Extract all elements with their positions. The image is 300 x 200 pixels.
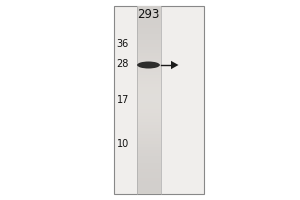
Text: 17: 17 [117, 95, 129, 105]
Bar [136, 9, 160, 12]
Bar [136, 100, 160, 103]
Bar [136, 65, 160, 69]
Bar [136, 84, 160, 87]
Bar [136, 131, 160, 134]
Bar [136, 153, 160, 156]
Text: 36: 36 [117, 39, 129, 49]
Bar [136, 49, 160, 53]
Bar [136, 6, 160, 9]
Bar [136, 34, 160, 37]
Bar [136, 162, 160, 166]
Bar [136, 112, 160, 116]
Bar [136, 178, 160, 181]
Bar [136, 15, 160, 19]
Bar [136, 109, 160, 113]
Bar [136, 128, 160, 131]
Bar [136, 118, 160, 122]
Bar [136, 175, 160, 178]
Bar [136, 190, 160, 194]
Bar [136, 147, 160, 150]
Bar [136, 150, 160, 153]
Bar [136, 165, 160, 169]
Bar [136, 28, 160, 31]
Bar [136, 43, 160, 47]
Bar [114, 6, 204, 194]
Bar [136, 137, 160, 141]
Bar [136, 78, 160, 81]
Bar [136, 53, 160, 56]
Bar [136, 93, 160, 97]
Bar [136, 31, 160, 34]
Bar [136, 40, 160, 44]
Bar [136, 134, 160, 138]
Bar [136, 184, 160, 188]
Bar [136, 18, 160, 22]
Bar [136, 68, 160, 72]
Bar [136, 106, 160, 109]
Bar [136, 12, 160, 15]
Bar [136, 115, 160, 119]
Bar [136, 96, 160, 100]
Bar [136, 181, 160, 185]
Bar [136, 24, 160, 28]
Bar [136, 172, 160, 175]
Ellipse shape [137, 62, 160, 68]
Bar [136, 46, 160, 50]
Bar [136, 187, 160, 191]
Bar [136, 156, 160, 160]
Bar [136, 140, 160, 144]
Polygon shape [171, 61, 178, 69]
Bar [136, 71, 160, 75]
Text: 293: 293 [137, 8, 160, 21]
Bar [136, 81, 160, 84]
Bar [136, 125, 160, 128]
Bar [136, 87, 160, 91]
Bar [136, 143, 160, 147]
Bar [136, 122, 160, 125]
Text: 28: 28 [117, 59, 129, 69]
Bar [136, 159, 160, 163]
Bar [136, 59, 160, 62]
Bar [136, 169, 160, 172]
Bar [136, 103, 160, 106]
Bar [136, 62, 160, 66]
Text: 10: 10 [117, 139, 129, 149]
Bar [136, 75, 160, 78]
Bar [136, 90, 160, 94]
Bar [136, 37, 160, 40]
Bar [136, 56, 160, 59]
Bar [136, 21, 160, 25]
